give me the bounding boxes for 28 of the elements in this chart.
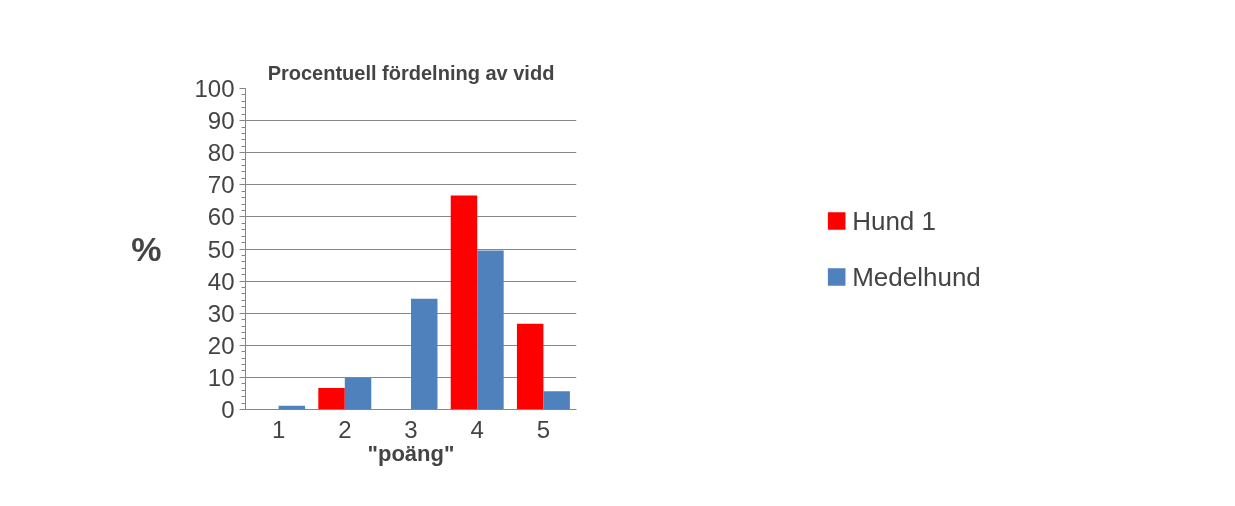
y-tick-label: 80 [207,139,235,167]
legend-label: Hund 1 [852,205,937,236]
bar [318,387,345,410]
x-tick-label: 5 [536,415,551,443]
legend-label: Medelhund [852,261,981,292]
bar [450,195,478,410]
y-tick-label: 70 [207,171,235,199]
y-tick-label: 40 [207,267,235,295]
x-tick-label: 2 [338,415,352,443]
y-tick-label: 90 [207,107,235,135]
y-tick-label: 50 [207,235,235,263]
y-tick-label: 100 [194,75,235,102]
chart-title: Procentuell fördelning av vidd [267,61,555,84]
bar [477,250,504,410]
x-tick-label: 4 [470,415,484,443]
bar [344,378,372,410]
y-axis-title: % [131,230,162,268]
y-tick-label: 10 [207,363,235,391]
bar [543,391,570,410]
y-tick-label: 60 [207,203,235,231]
bar [411,298,438,410]
x-axis-title: "poäng" [367,440,455,466]
y-tick-label: 0 [221,396,235,423]
y-tick-label: 20 [207,331,235,359]
x-tick-label: 3 [404,415,418,443]
bar [516,323,544,410]
x-tick-label: 1 [271,415,286,443]
y-tick-label: 30 [207,299,235,327]
